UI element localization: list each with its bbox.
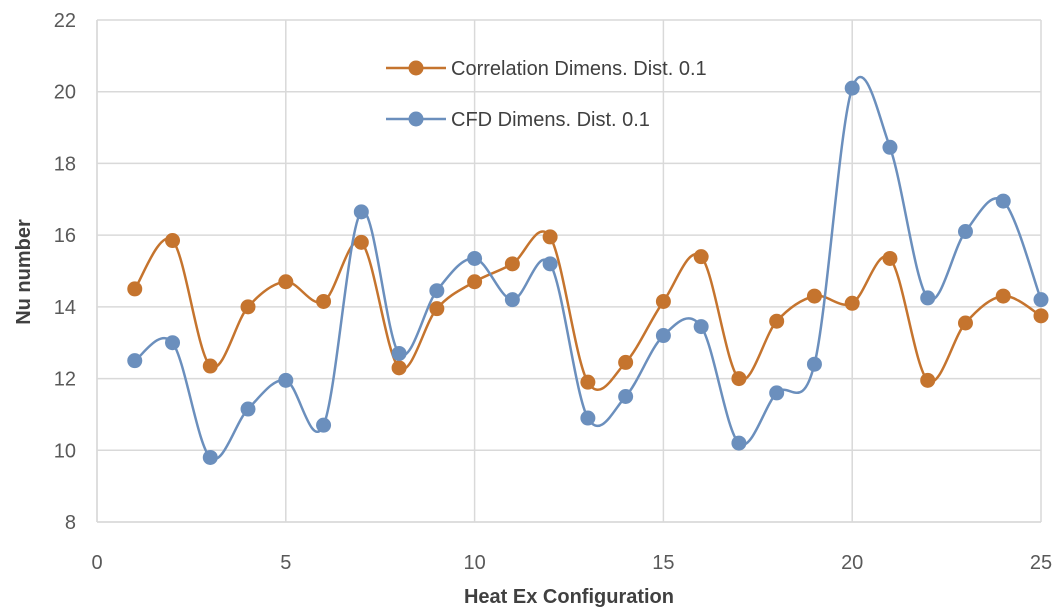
data-point xyxy=(504,256,520,272)
data-point xyxy=(1033,292,1049,308)
data-point xyxy=(278,372,294,388)
data-point xyxy=(316,417,332,433)
data-point xyxy=(618,354,634,370)
data-point xyxy=(844,295,860,311)
y-tick-label: 16 xyxy=(54,225,76,247)
data-point xyxy=(202,358,218,374)
data-point xyxy=(920,372,936,388)
y-tick-label: 14 xyxy=(54,297,76,319)
data-point xyxy=(693,319,709,335)
series-1 xyxy=(127,229,1049,391)
data-point xyxy=(353,234,369,250)
legend-marker xyxy=(408,60,424,76)
data-point xyxy=(920,290,936,306)
data-point xyxy=(391,345,407,361)
data-point xyxy=(316,293,332,309)
series-layer xyxy=(127,75,1049,465)
data-point xyxy=(618,389,634,404)
legend-item: CFD Dimens. Dist. 0.1 xyxy=(386,109,650,131)
data-point xyxy=(542,256,558,272)
data-point xyxy=(467,250,483,266)
data-point xyxy=(806,356,822,372)
data-point xyxy=(769,385,785,401)
data-point xyxy=(165,335,181,351)
x-tick-label: 10 xyxy=(463,552,485,574)
data-point xyxy=(429,283,445,299)
data-point xyxy=(580,410,596,426)
x-tick-label: 0 xyxy=(91,552,102,574)
data-point xyxy=(844,80,860,96)
data-point xyxy=(278,274,294,290)
data-point xyxy=(391,360,407,376)
x-tick-label: 20 xyxy=(841,552,863,574)
legend: Correlation Dimens. Dist. 0.1 CFD Dimens.… xyxy=(386,58,707,131)
data-point xyxy=(127,353,143,369)
data-point xyxy=(731,435,747,451)
grid xyxy=(96,19,1042,523)
x-tick-label: 5 xyxy=(280,552,291,574)
data-point xyxy=(882,139,898,155)
data-point xyxy=(995,193,1011,209)
data-point xyxy=(542,229,558,245)
legend-label: Correlation Dimens. Dist. 0.1 xyxy=(451,58,707,80)
data-point xyxy=(429,301,445,317)
data-point xyxy=(467,274,483,290)
y-axis-title: Nu number xyxy=(13,219,35,325)
data-point xyxy=(240,401,256,417)
y-tick-label: 20 xyxy=(54,82,76,104)
data-point xyxy=(995,288,1011,304)
legend-label: CFD Dimens. Dist. 0.1 xyxy=(451,109,650,131)
x-axis-title: Heat Ex Configuration xyxy=(464,586,674,608)
data-point xyxy=(580,374,596,390)
y-tick-label: 18 xyxy=(54,153,76,175)
data-point xyxy=(806,288,822,304)
series-2 xyxy=(127,75,1049,465)
data-point xyxy=(165,233,181,249)
data-point xyxy=(731,371,747,387)
data-point xyxy=(655,328,671,344)
legend-item: Correlation Dimens. Dist. 0.1 xyxy=(386,58,707,80)
data-point xyxy=(655,293,671,309)
y-tick-label: 22 xyxy=(54,10,76,32)
legend-marker xyxy=(408,111,424,127)
data-point xyxy=(957,224,973,240)
series-line xyxy=(134,75,1043,461)
data-point xyxy=(693,249,709,265)
data-point xyxy=(127,281,143,297)
axes: 0 5 10 15 20 25 8 10 12 14 16 18 20 22 xyxy=(54,10,1052,574)
data-point xyxy=(957,315,973,331)
y-tick-label: 8 xyxy=(65,512,76,534)
data-point xyxy=(240,299,256,315)
x-tick-label: 15 xyxy=(652,552,674,574)
y-tick-label: 12 xyxy=(54,369,76,391)
data-point xyxy=(353,204,369,220)
x-tick-label: 25 xyxy=(1030,552,1052,574)
data-point xyxy=(1033,308,1049,324)
data-point xyxy=(882,250,898,266)
data-point xyxy=(202,449,218,465)
data-point xyxy=(504,292,520,308)
data-point xyxy=(769,313,785,329)
y-tick-label: 10 xyxy=(54,440,76,462)
series-line xyxy=(133,230,1042,391)
